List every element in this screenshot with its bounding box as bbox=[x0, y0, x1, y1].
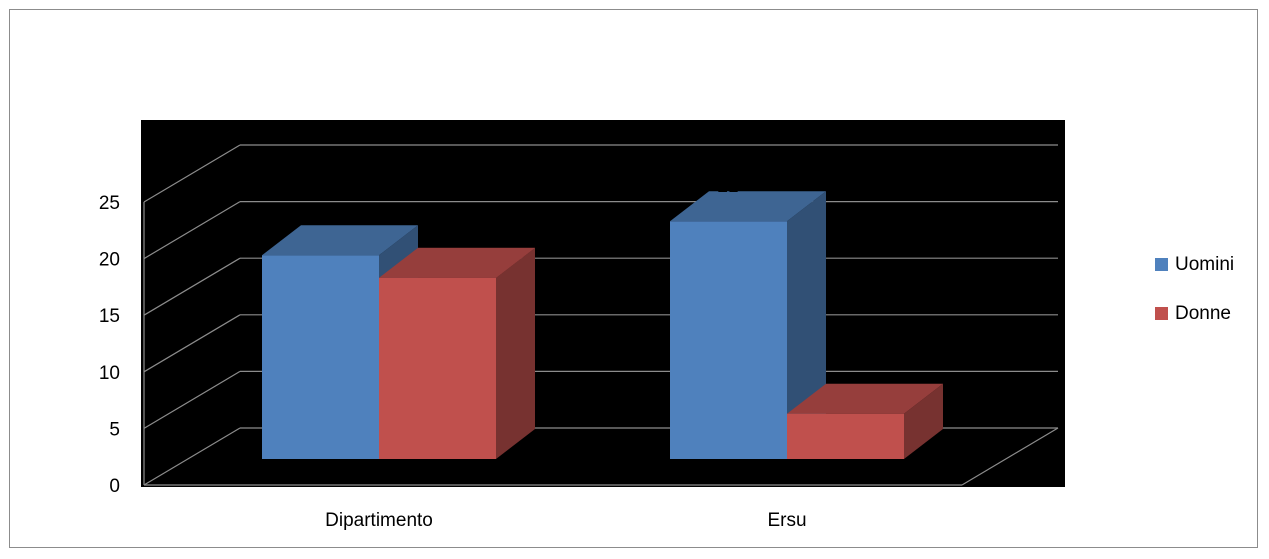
y-tick-label: 0 bbox=[109, 476, 120, 497]
gridline-diagonal bbox=[143, 201, 241, 260]
bar-top bbox=[262, 225, 418, 256]
gridline-diagonal bbox=[143, 370, 241, 429]
bar bbox=[670, 221, 787, 459]
gridline-diagonal bbox=[143, 257, 241, 316]
floor-edge bbox=[961, 427, 1059, 486]
legend-swatch bbox=[1155, 307, 1168, 320]
bar-top bbox=[379, 247, 535, 278]
legend-label: Donne bbox=[1175, 303, 1231, 324]
gridline-diagonal bbox=[143, 427, 241, 486]
bar-top bbox=[670, 191, 826, 222]
legend-swatch bbox=[1155, 258, 1168, 271]
bar bbox=[787, 413, 904, 459]
bar-side bbox=[904, 383, 943, 459]
y-tick-label: 15 bbox=[99, 306, 120, 327]
y-tick-label: 20 bbox=[99, 250, 120, 271]
x-category-label: Ersu bbox=[767, 510, 806, 531]
bar-top bbox=[787, 383, 943, 414]
y-tick-label: 10 bbox=[99, 363, 120, 384]
bar-side bbox=[496, 247, 535, 459]
bar bbox=[379, 277, 496, 459]
gridline-diagonal bbox=[143, 314, 241, 373]
y-tick-label: 5 bbox=[109, 419, 120, 440]
y-tick-label: 25 bbox=[99, 193, 120, 214]
data-label: 21 bbox=[717, 176, 738, 197]
data-label: 17 bbox=[465, 224, 486, 245]
bar bbox=[262, 255, 379, 459]
gridline-diagonal bbox=[143, 144, 241, 203]
legend-label: Uomini bbox=[1175, 254, 1234, 275]
x-category-label: Dipartimento bbox=[325, 510, 433, 531]
